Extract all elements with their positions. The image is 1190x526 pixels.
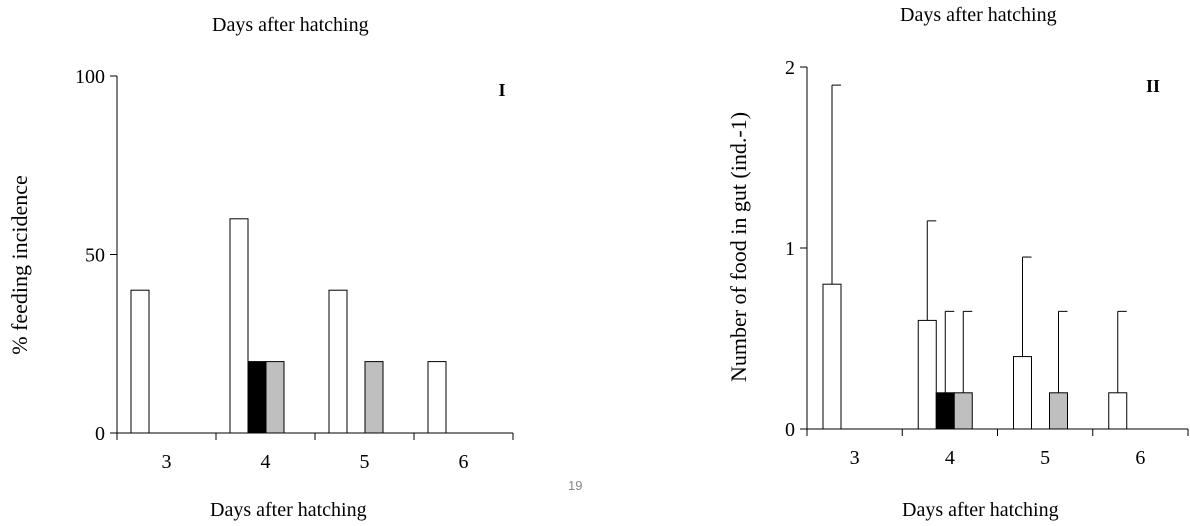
chart-1-y-axis-label: % feeding incidence <box>7 175 32 355</box>
chart-2-y-tick-label: 0 <box>785 419 795 441</box>
chart-1-top-title: Days after hatching <box>212 14 369 36</box>
page-number: 19 <box>568 478 583 493</box>
chart-1-y-tick-label: 100 <box>75 66 105 88</box>
chart-1-bar <box>364 361 384 434</box>
chart-2-bar <box>935 392 955 430</box>
chart-1-bar <box>229 218 249 434</box>
chart-1-x-tick-label: 3 <box>162 451 172 473</box>
chart-2-top-title: Days after hatching <box>900 4 1057 26</box>
chart-1-bar <box>130 289 150 434</box>
chart-2-bar <box>1108 392 1128 430</box>
chart-2-bar <box>917 319 937 430</box>
chart-2-bar <box>822 283 842 430</box>
chart-2-x-tick-label: 5 <box>1040 447 1050 469</box>
chart-2-x-axis-label: Days after hatching <box>902 499 1059 521</box>
chart-2-x-tick-label: 6 <box>1135 447 1145 469</box>
chart-2-bar <box>953 392 973 430</box>
chart-2-y-axis-label: Number of food in gut (ind.-1) <box>726 112 751 382</box>
chart-2-y-tick-label: 2 <box>785 57 795 79</box>
chart-2-x-tick-label: 3 <box>850 447 860 469</box>
chart-2-bar <box>1049 392 1068 430</box>
chart-1-panel-label: I <box>498 80 505 100</box>
chart-1-bar <box>265 361 285 434</box>
chart-1-x-tick-label: 6 <box>459 451 469 473</box>
chart-1-bar <box>328 289 348 434</box>
chart-2-panel-label: II <box>1146 76 1160 96</box>
chart-1-x-axis-label: Days after hatching <box>210 499 367 521</box>
chart-1-x-tick-label: 4 <box>261 451 271 473</box>
chart-1-y-tick-label: 0 <box>95 423 105 445</box>
chart-2-bar <box>1013 356 1032 430</box>
chart-1-x-tick-label: 5 <box>360 451 370 473</box>
chart-2-y-tick-label: 1 <box>785 238 795 260</box>
chart-1-y-tick-label: 50 <box>85 245 105 267</box>
chart-2-x-tick-label: 4 <box>945 447 955 469</box>
chart-1-bar <box>427 361 447 434</box>
